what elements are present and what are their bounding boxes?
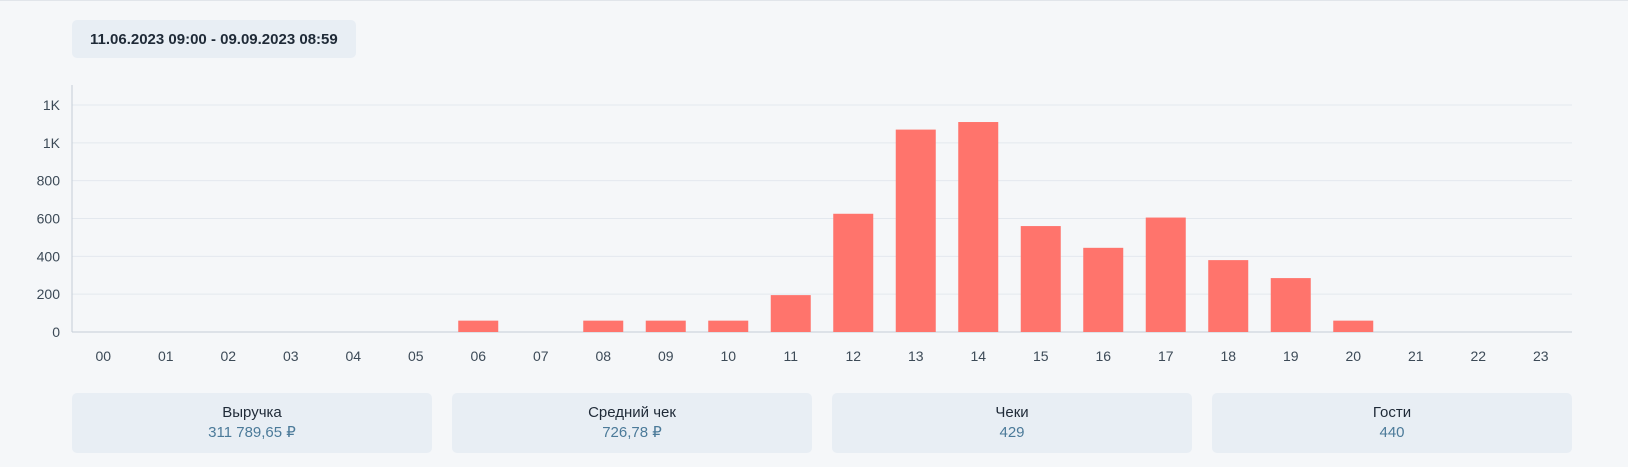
x-tick-label: 21	[1408, 348, 1424, 364]
x-tick-label: 16	[1095, 348, 1111, 364]
x-tick-label: 03	[283, 348, 299, 364]
y-tick-label: 400	[37, 248, 61, 264]
x-tick-label: 06	[470, 348, 486, 364]
summary-card-guests: Гости 440	[1212, 393, 1572, 453]
x-tick-label: 23	[1533, 348, 1549, 364]
x-tick-label: 05	[408, 348, 424, 364]
bar-12[interactable]	[833, 213, 874, 332]
y-tick-label: 800	[37, 173, 61, 189]
bar-13[interactable]	[895, 129, 936, 332]
date-range-chip[interactable]: 11.06.2023 09:00 - 09.09.2023 08:59	[72, 20, 356, 58]
card-label: Гости	[1372, 404, 1412, 421]
x-tick-label: 20	[1345, 348, 1361, 364]
x-tick-label: 07	[533, 348, 549, 364]
summary-card-checks: Чеки 429	[832, 393, 1192, 453]
card-label: Выручка	[222, 404, 282, 421]
bar-08[interactable]	[583, 320, 624, 332]
x-tick-label: 17	[1158, 348, 1174, 364]
bar-19[interactable]	[1270, 278, 1311, 332]
x-tick-label: 19	[1283, 348, 1299, 364]
x-tick-label: 22	[1470, 348, 1486, 364]
hourly-bar-chart: 0 200 400 600 800 1K 1K 00 01 02 03 04 05 06 07 08 09 10 1…	[37, 85, 1572, 364]
card-value: 429	[999, 424, 1025, 441]
x-tick-label: 02	[220, 348, 236, 364]
x-tick-label: 00	[95, 348, 111, 364]
y-tick-label: 0	[52, 324, 60, 340]
y-tick-label: 1K	[43, 97, 61, 113]
x-tick-label: 10	[720, 348, 736, 364]
x-tick-label: 12	[845, 348, 861, 364]
card-value: 440	[1379, 424, 1405, 441]
bar-18[interactable]	[1208, 260, 1249, 332]
card-value: 311 789,65 ₽	[208, 424, 296, 441]
x-tick-label: 15	[1033, 348, 1049, 364]
bar-09[interactable]	[645, 320, 686, 332]
x-tick-label: 18	[1220, 348, 1236, 364]
card-label: Чеки	[995, 404, 1029, 421]
x-tick-label: 08	[595, 348, 611, 364]
bar-20[interactable]	[1333, 320, 1374, 332]
y-tick-label: 200	[37, 286, 61, 302]
bar-15[interactable]	[1020, 226, 1061, 332]
bar-10[interactable]	[708, 320, 749, 332]
bar-16[interactable]	[1083, 247, 1124, 332]
x-tick-label: 04	[345, 348, 361, 364]
y-tick-label: 600	[37, 211, 61, 227]
x-tick-label: 13	[908, 348, 924, 364]
summary-cards: Выручка 311 789,65 ₽ Средний чек 726,78 …	[72, 393, 1572, 453]
card-value: 726,78 ₽	[602, 424, 662, 441]
bar-17[interactable]	[1145, 217, 1186, 332]
x-tick-label: 14	[970, 348, 986, 364]
y-tick-label: 1K	[43, 135, 61, 151]
bar-11[interactable]	[770, 295, 811, 332]
card-label: Средний чек	[588, 404, 676, 421]
x-tick-label: 09	[658, 348, 674, 364]
summary-card-average-check: Средний чек 726,78 ₽	[452, 393, 812, 453]
x-tick-label: 11	[783, 348, 798, 364]
date-range-label: 11.06.2023 09:00 - 09.09.2023 08:59	[90, 30, 338, 48]
x-tick-label: 01	[158, 348, 174, 364]
bar-06[interactable]	[458, 320, 499, 332]
summary-card-revenue: Выручка 311 789,65 ₽	[72, 393, 432, 453]
bar-14[interactable]	[958, 122, 999, 333]
